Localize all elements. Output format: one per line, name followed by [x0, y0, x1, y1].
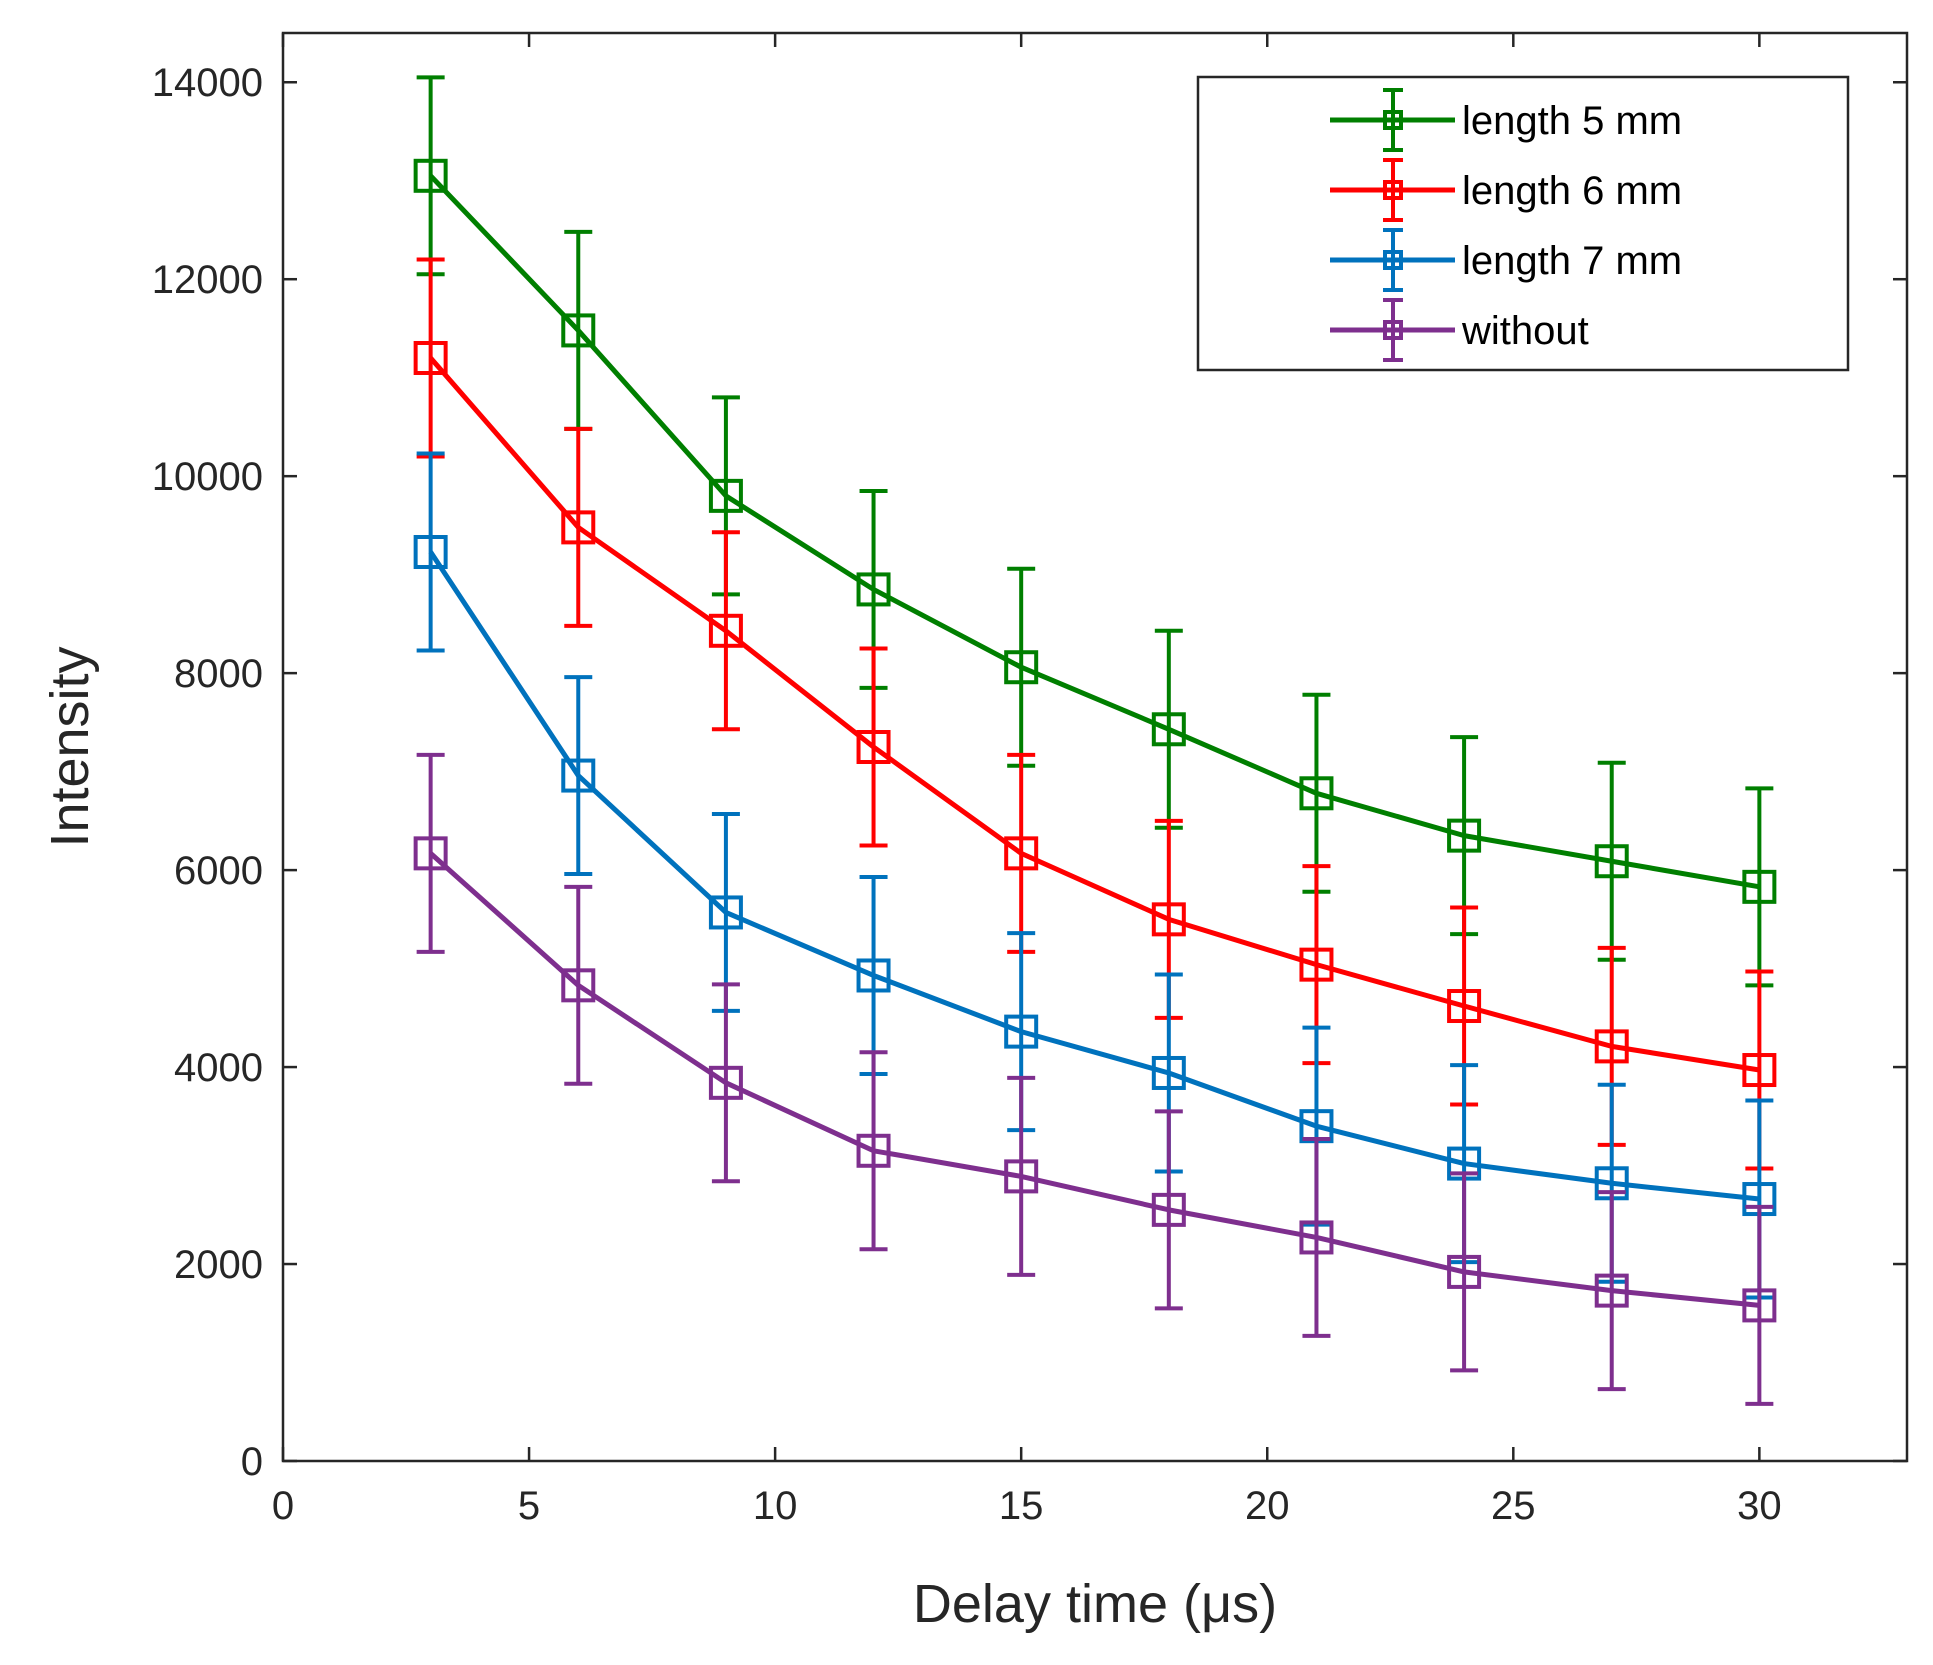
data-point — [561, 313, 596, 348]
data-point — [1447, 1254, 1482, 1289]
legend-label: length 6 mm — [1462, 169, 1682, 213]
y-tick-label: 4000 — [174, 1046, 263, 1090]
x-tick-label: 20 — [1245, 1484, 1290, 1528]
data-point — [1299, 947, 1334, 982]
x-tick-label: 15 — [999, 1484, 1044, 1528]
data-point — [1742, 1288, 1777, 1323]
data-point — [1004, 1014, 1039, 1049]
x-tick-label: 5 — [518, 1484, 540, 1528]
data-point — [1447, 989, 1482, 1024]
legend-entry: without — [1330, 298, 1589, 362]
data-point — [1594, 1029, 1629, 1064]
data-point — [1742, 1053, 1777, 1088]
y-tick-label: 2000 — [174, 1243, 263, 1287]
y-tick-label: 10000 — [152, 455, 263, 499]
data-point — [1151, 1055, 1186, 1090]
data-point — [1299, 1220, 1334, 1255]
y-tick-label: 0 — [241, 1440, 263, 1484]
legend-entry: length 5 mm — [1330, 88, 1682, 152]
data-point — [856, 572, 891, 607]
data-point — [413, 836, 448, 871]
data-point — [1004, 650, 1039, 685]
x-tick-label: 25 — [1491, 1484, 1536, 1528]
x-axis-title: Delay time (μs) — [913, 1574, 1277, 1634]
data-point — [1299, 776, 1334, 811]
y-tick-label: 14000 — [152, 61, 263, 105]
data-point — [1151, 902, 1186, 937]
data-point — [708, 895, 743, 930]
data-point — [708, 478, 743, 513]
data-point — [856, 958, 891, 993]
series-layer — [413, 75, 1777, 1406]
legend-marker — [1383, 180, 1403, 200]
legend-entry: length 6 mm — [1330, 158, 1682, 222]
legend-label: without — [1461, 309, 1589, 353]
series-line — [428, 851, 1760, 1308]
data-point — [1004, 836, 1039, 871]
data-point — [1447, 818, 1482, 853]
data-point — [1742, 869, 1777, 904]
data-point — [856, 1133, 891, 1168]
data-point — [1151, 1192, 1186, 1227]
legend-marker — [1383, 250, 1403, 270]
data-point — [413, 535, 448, 570]
x-tick-label: 10 — [753, 1484, 798, 1528]
data-point — [1594, 844, 1629, 879]
x-tick-label: 0 — [272, 1484, 294, 1528]
legend-label: length 7 mm — [1462, 239, 1682, 283]
data-point — [1004, 1159, 1039, 1194]
data-point — [561, 968, 596, 1003]
ticks-layer: 0 5 10 15 20 25 30 0 2000 4000 6000 8000 10000 12000 1… — [152, 33, 1907, 1528]
series-line — [428, 174, 1760, 890]
x-tick-label: 30 — [1737, 1484, 1782, 1528]
legend-entry: length 7 mm — [1330, 228, 1682, 292]
legend: length 5 mm length 6 mm length 7 mm without — [1196, 75, 1850, 372]
data-point — [856, 730, 891, 764]
legend-label: length 5 mm — [1462, 99, 1682, 143]
y-axis-title: Intensity — [40, 646, 100, 847]
series-line — [428, 356, 1760, 1073]
legend-marker — [1383, 110, 1403, 130]
data-point — [1151, 712, 1186, 747]
legend-marker — [1383, 320, 1403, 340]
series-line — [428, 550, 1760, 1202]
data-point — [561, 758, 596, 793]
data-point — [413, 158, 448, 193]
data-point — [561, 510, 596, 545]
y-tick-label: 12000 — [152, 258, 263, 302]
y-tick-label: 8000 — [174, 652, 263, 696]
legend-box — [1196, 75, 1850, 372]
data-point — [413, 340, 448, 375]
data-point — [708, 1065, 743, 1100]
data-point — [1594, 1273, 1629, 1308]
y-tick-label: 6000 — [174, 849, 263, 893]
data-point — [708, 613, 743, 648]
series-4 — [413, 752, 1777, 1406]
plot-frame — [281, 31, 1909, 1463]
